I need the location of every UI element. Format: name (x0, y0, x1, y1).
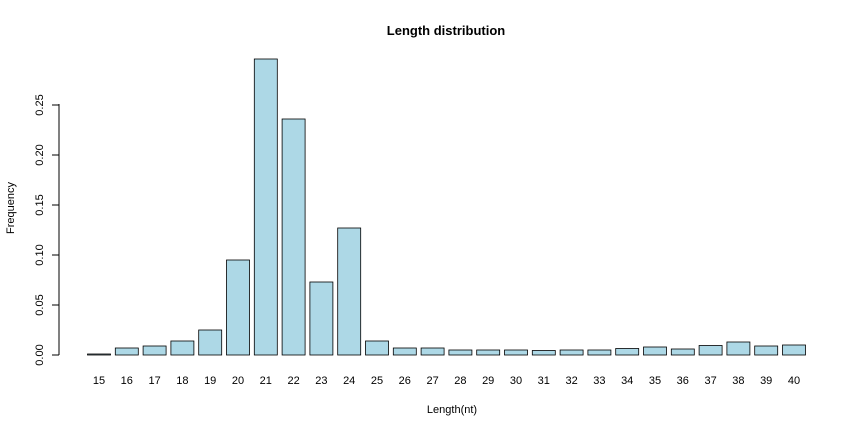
x-tick-label: 29 (482, 375, 494, 387)
y-tick-label: 0.20 (34, 144, 46, 165)
x-tick-label: 38 (732, 375, 744, 387)
x-tick-label: 19 (204, 375, 216, 387)
x-tick-label: 35 (649, 375, 661, 387)
x-tick-label: 37 (704, 375, 716, 387)
x-tick-label: 24 (343, 375, 355, 387)
bar-22 (281, 118, 306, 356)
bar-16 (114, 347, 139, 356)
x-tick-label: 40 (788, 375, 800, 387)
bar-34 (615, 348, 640, 356)
x-tick-label: 28 (454, 375, 466, 387)
x-tick-label: 20 (232, 375, 244, 387)
bar-19 (198, 329, 223, 356)
bar-36 (670, 348, 695, 356)
x-tick-label: 25 (371, 375, 383, 387)
bar-27 (420, 347, 445, 356)
x-tick-label: 36 (677, 375, 689, 387)
y-ticks: 0.00 0.05 0.10 0.15 0.20 0.25 (34, 94, 59, 366)
x-tick-label: 39 (760, 375, 772, 387)
x-tick-label: 15 (93, 375, 105, 387)
x-tick-label: 27 (426, 375, 438, 387)
x-tick-label: 21 (260, 375, 272, 387)
x-tick-label: 31 (538, 375, 550, 387)
bar-28 (448, 349, 473, 356)
y-tick-label: 0.25 (34, 94, 46, 115)
bar-24 (337, 227, 362, 356)
bars (87, 58, 806, 356)
bar-37 (698, 345, 723, 356)
x-tick-label: 17 (148, 375, 160, 387)
x-tick-label: 30 (510, 375, 522, 387)
y-axis-label: Frequency (5, 182, 17, 234)
bar-40 (782, 344, 806, 356)
bar-39 (754, 345, 779, 356)
x-tick-label: 33 (593, 375, 605, 387)
bar-18 (170, 340, 195, 356)
bar-21 (253, 58, 278, 356)
bar-33 (587, 349, 612, 356)
bar-38 (726, 341, 751, 356)
x-tick-label: 18 (176, 375, 188, 387)
bar-20 (226, 259, 250, 356)
bar-23 (309, 281, 334, 356)
bar-30 (504, 349, 528, 356)
bar-25 (365, 340, 389, 356)
x-tick-label: 26 (399, 375, 411, 387)
y-tick-label: 0.05 (34, 294, 46, 315)
y-tick-label: 0.00 (34, 344, 46, 365)
x-tick-label: 32 (565, 375, 577, 387)
bar-31 (531, 350, 556, 356)
x-tick-labels: 15 16 17 18 19 20 21 22 23 24 25 26 27 28 29 30 31 32 33 34… (93, 375, 800, 387)
chart-title: Length distribution (387, 23, 505, 38)
x-tick-label: 16 (121, 375, 133, 387)
x-tick-label: 22 (287, 375, 299, 387)
bar-15 (87, 353, 111, 356)
y-tick-label: 0.10 (34, 244, 46, 265)
x-tick-label: 23 (315, 375, 327, 387)
y-tick-label: 0.15 (34, 194, 46, 215)
bar-17 (142, 345, 167, 356)
bar-35 (643, 346, 667, 356)
bar-32 (559, 349, 584, 356)
bar-26 (392, 347, 417, 356)
bar-29 (476, 349, 501, 356)
x-axis-label: Length(nt) (427, 404, 477, 416)
x-tick-label: 34 (621, 375, 633, 387)
